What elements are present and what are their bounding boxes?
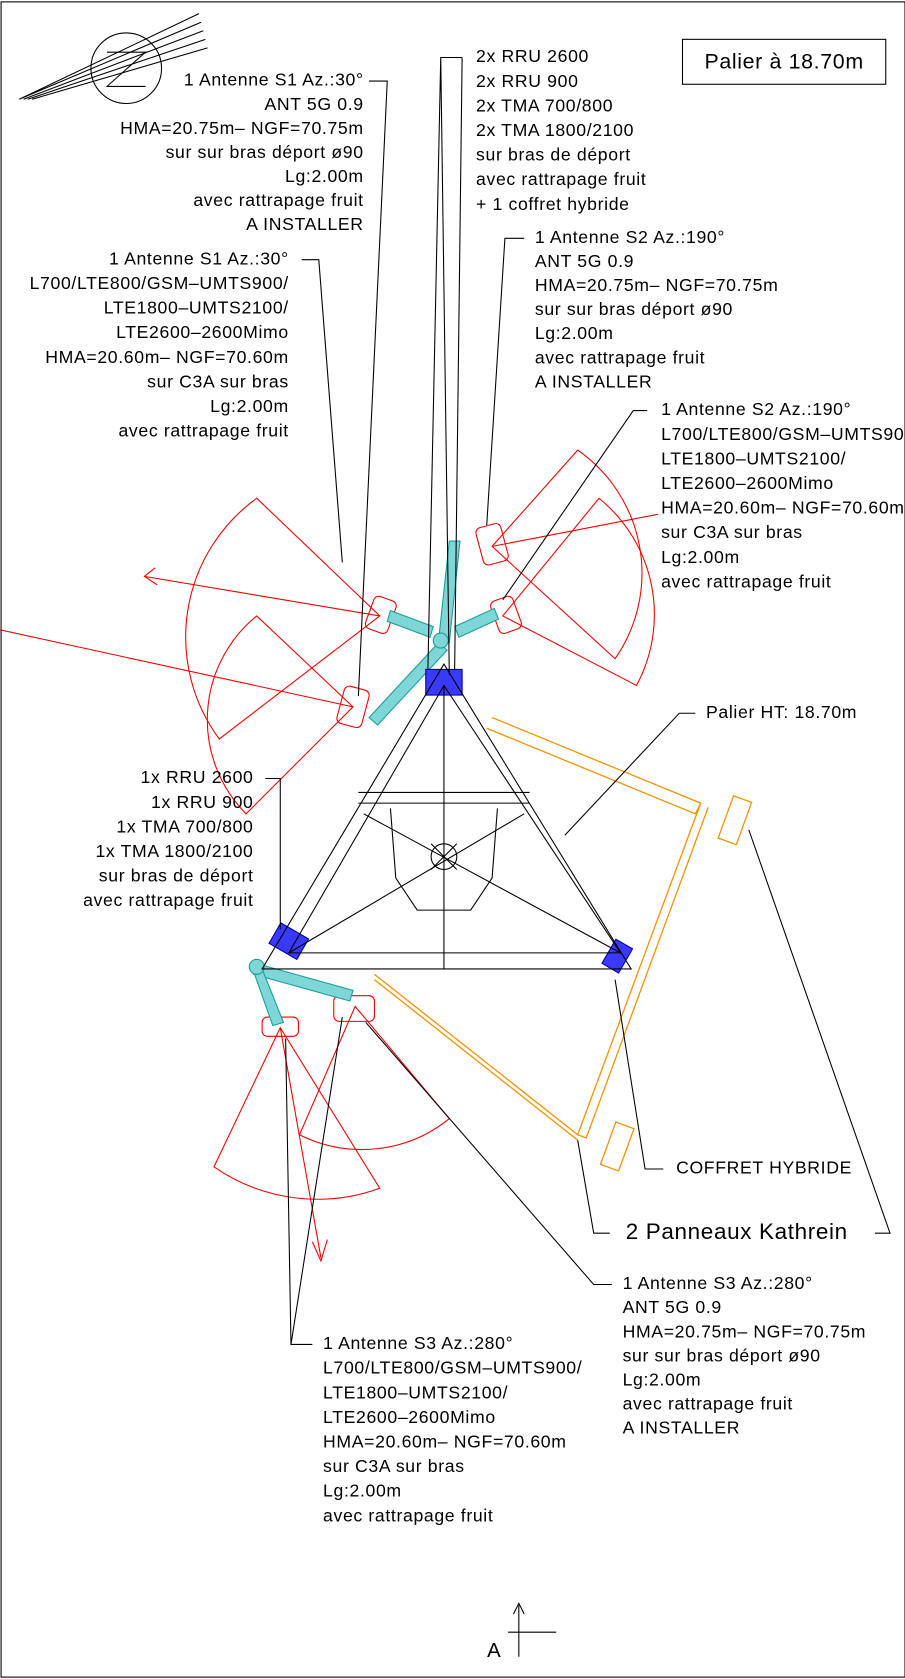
label-line: HMA=20.75m– NGF=70.75m — [623, 1321, 867, 1341]
tower — [262, 664, 631, 969]
label-line: A INSTALLER — [623, 1418, 741, 1438]
label-line: HMA=20.60m– NGF=70.60m — [661, 498, 905, 518]
label-line: Lg:2.00m — [323, 1481, 402, 1501]
label-line: ANT 5G 0.9 — [264, 94, 363, 114]
label-line: 1x RRU 2600 — [141, 767, 254, 787]
label-line: A INSTALLER — [246, 214, 364, 234]
label-line: COFFRET HYBRIDE — [676, 1158, 852, 1178]
kathrein-panels — [374, 718, 751, 1171]
label-line: + 1 coffret hybride — [476, 194, 630, 214]
label-line: HMA=20.75m– NGF=70.75m — [535, 275, 779, 295]
label-line: sur sur bras déport ø90 — [535, 299, 733, 319]
label-line: 1x RRU 900 — [151, 792, 254, 812]
label-line: avec rattrapage fruit — [476, 169, 646, 189]
label-line: avec rattrapage fruit — [323, 1505, 493, 1525]
label-line: LTE1800–UMTS2100/ — [104, 298, 289, 318]
label-line: LTE1800–UMTS2100/ — [323, 1382, 508, 1402]
label-line: avec rattrapage fruit — [661, 571, 831, 591]
label-line: sur sur bras déport ø90 — [166, 142, 364, 162]
label-line: avec rattrapage fruit — [118, 421, 288, 441]
north-symbol — [19, 14, 207, 104]
label-line: HMA=20.75m– NGF=70.75m — [120, 118, 364, 138]
drawing: Palier à 18.70m — [0, 0, 905, 1679]
label-line: HMA=20.60m– NGF=70.60m — [323, 1431, 567, 1451]
label-line: 1x TMA 700/800 — [116, 816, 253, 836]
label-line: avec rattrapage fruit — [535, 347, 705, 367]
label-line: 1 Antenne S1 Az.:30° — [184, 70, 364, 90]
label-line: 1 Antenne S3 Az.:280° — [623, 1273, 813, 1293]
label-line: 2x RRU 900 — [476, 71, 579, 91]
label-line: A — [487, 1640, 501, 1662]
label-line: 1x TMA 1800/2100 — [95, 841, 253, 861]
label-line: sur bras de déport — [99, 866, 254, 886]
label-line: sur C3A sur bras — [323, 1456, 465, 1476]
label-line: 2x RRU 2600 — [476, 46, 589, 66]
label-line: 2 Panneaux Kathrein — [626, 1219, 848, 1244]
label-line: Lg:2.00m — [285, 166, 364, 186]
label-line: 1 Antenne S1 Az.:30° — [109, 248, 289, 268]
title: Palier à 18.70m — [704, 50, 863, 74]
label-line: sur C3A sur bras — [147, 371, 289, 391]
label-line: 2x TMA 1800/2100 — [476, 120, 634, 140]
label-line: avec rattrapage fruit — [623, 1394, 793, 1414]
label-line: L700/LTE800/GSM–UMTS900/ — [323, 1358, 582, 1378]
section-mark — [508, 1603, 556, 1656]
label-line: A INSTALLER — [535, 371, 653, 391]
label-line: Lg:2.00m — [535, 323, 614, 343]
label-line: LTE2600–2600Mimo — [116, 322, 289, 342]
label-line: ANT 5G 0.9 — [535, 251, 634, 271]
label-line: Lg:2.00m — [623, 1369, 702, 1389]
label-line: LTE2600–2600Mimo — [661, 473, 834, 493]
label-line: sur sur bras déport ø90 — [623, 1345, 821, 1365]
label-line: L700/LTE800/GSM–UMTS900/ — [30, 273, 289, 293]
label-line: 1 Antenne S3 Az.:280° — [323, 1333, 513, 1353]
label-line: 2x TMA 700/800 — [476, 95, 613, 115]
label-line: sur bras de déport — [476, 145, 631, 165]
antennas — [262, 522, 523, 1036]
label-line: Palier HT: 18.70m — [706, 702, 857, 722]
label-line: Lg:2.00m — [210, 396, 289, 416]
label-line: L700/LTE800/GSM–UMTS900/ — [661, 424, 905, 444]
label-line: Lg:2.00m — [661, 547, 740, 567]
label-line: avec rattrapage fruit — [83, 890, 253, 910]
label-line: sur C3A sur bras — [661, 522, 803, 542]
label-line: ANT 5G 0.9 — [623, 1297, 722, 1317]
labels: 1 Antenne S1 Az.:30° ANT 5G 0.9 HMA=20.75m… — [30, 46, 905, 1662]
label-line: HMA=20.60m– NGF=70.60m — [45, 347, 289, 367]
label-line: 1 Antenne S2 Az.:190° — [535, 227, 725, 247]
label-line: LTE1800–UMTS2100/ — [661, 448, 846, 468]
label-line: LTE2600–2600Mimo — [323, 1407, 496, 1427]
label-line: 1 Antenne S2 Az.:190° — [661, 399, 851, 419]
label-line: avec rattrapage fruit — [193, 190, 363, 210]
